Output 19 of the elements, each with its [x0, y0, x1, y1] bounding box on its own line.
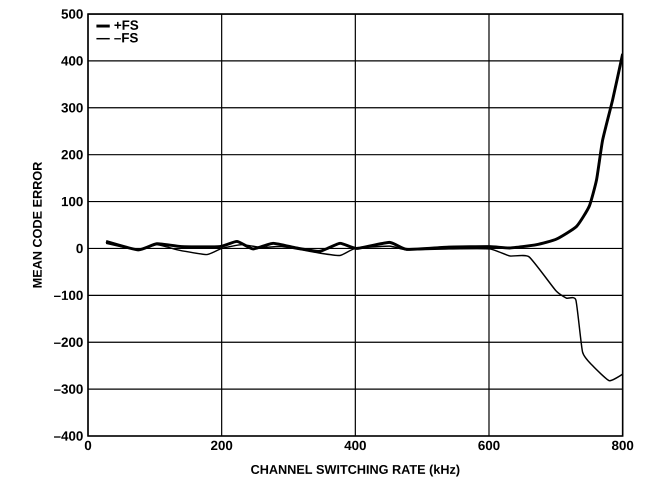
- x-tick-label: 200: [211, 440, 232, 450]
- y-tick-label: 0: [76, 244, 83, 254]
- y-tick-label: –400: [54, 431, 83, 441]
- y-tick-label: –200: [54, 338, 83, 347]
- y-tick-label: –300: [54, 384, 83, 394]
- x-axis-title: CHANNEL SWITCHING RATE (kHz): [251, 464, 460, 476]
- y-tick-label: 300: [61, 103, 83, 113]
- y-axis-title: MEAN CODE ERROR: [32, 162, 42, 288]
- legend-label: +FS: [114, 20, 138, 30]
- y-tick-label: 400: [61, 56, 83, 66]
- legend-label: –FS: [114, 33, 138, 42]
- y-tick-label: 500: [61, 9, 83, 19]
- y-tick-label: 100: [62, 196, 83, 206]
- x-tick-label: 0: [84, 440, 92, 450]
- x-tick-label: 400: [344, 440, 366, 450]
- x-tick-label: 600: [478, 440, 500, 450]
- y-tick-label: 200: [62, 150, 83, 160]
- y-tick-label: –100: [54, 290, 83, 300]
- x-tick-label: 800: [612, 440, 634, 450]
